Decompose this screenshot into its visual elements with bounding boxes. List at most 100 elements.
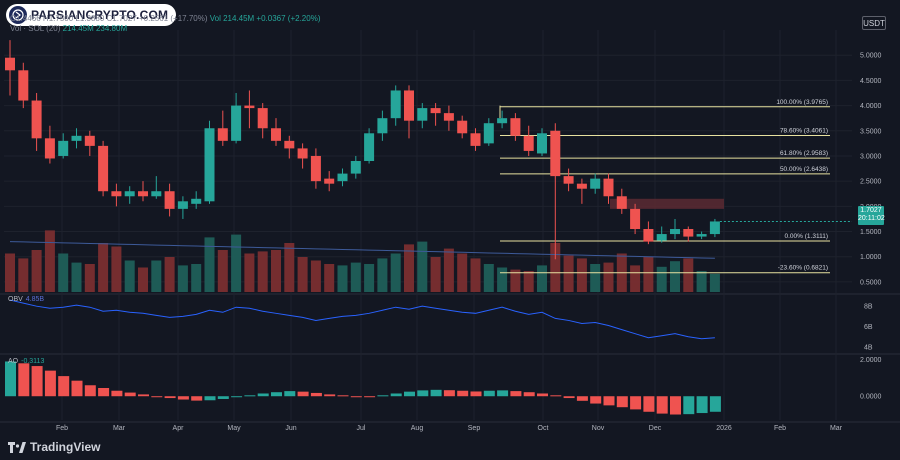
ohlc-values: O1.4466 H1.7500 L1.3880 C1.7027 +0.2561 …	[10, 14, 208, 23]
ao-histogram-bar	[563, 396, 575, 399]
volume-bar	[284, 243, 295, 292]
candle-body	[151, 191, 162, 197]
price-axis-label: 3.0000	[860, 153, 882, 160]
candle-body	[84, 135, 95, 146]
obv-axis-label: 4B	[864, 344, 873, 351]
volume-bar	[98, 243, 109, 292]
candle-body	[204, 128, 215, 202]
candle-body	[510, 118, 521, 136]
volume-bar	[18, 258, 29, 292]
ao-histogram-bar	[656, 396, 668, 414]
ao-histogram-bar	[497, 390, 509, 397]
candle	[138, 181, 148, 202]
tradingview-text: TradingView	[30, 440, 101, 454]
candle	[643, 221, 654, 245]
ao-histogram-bar	[284, 391, 296, 397]
candle	[443, 105, 454, 131]
candle-body	[709, 221, 720, 235]
time-axis-label: Jun	[285, 425, 296, 432]
price-axis-label: 2.5000	[860, 179, 882, 186]
candle-body	[470, 133, 481, 146]
ao-histogram-bar	[191, 396, 203, 401]
time-axis-label: Dec	[649, 425, 662, 432]
ao-histogram-bar	[550, 395, 562, 397]
ao-histogram-bar	[670, 396, 681, 415]
candle-body	[364, 133, 375, 161]
volume-bar	[377, 258, 388, 292]
obv-label: OBV	[8, 296, 23, 303]
ao-histogram-bar	[364, 396, 376, 398]
volume-bar	[470, 258, 481, 292]
price-axis-label: 1.0000	[860, 254, 882, 261]
volume-bar	[550, 243, 561, 292]
volume-bar	[656, 266, 667, 292]
fib-level-label: 0.00% (1.3111)	[785, 233, 828, 240]
candle-body	[350, 161, 361, 174]
candle-body	[603, 178, 614, 197]
volume-bar	[364, 264, 375, 292]
fib-level-label: 50.00% (2.6438)	[780, 166, 828, 173]
ao-histogram-bar	[576, 396, 588, 401]
candle-body	[670, 229, 680, 235]
candle-body	[590, 178, 601, 189]
time-axis-label: Sep	[468, 425, 481, 432]
obv-line	[9, 299, 715, 340]
volume-sub-label: Vol · SOL (20)	[10, 24, 61, 33]
candle-body	[576, 183, 587, 189]
candle	[417, 103, 428, 129]
volume-bar	[5, 253, 15, 292]
candle-body	[71, 135, 82, 141]
ohlc-header: O1.4466 H1.7500 L1.3880 C1.7027 +0.2561 …	[10, 14, 320, 23]
candle-body	[217, 128, 228, 141]
ao-histogram-bar	[111, 390, 123, 397]
candle-body	[297, 148, 308, 159]
candle	[284, 135, 295, 159]
ao-histogram-bar	[257, 393, 269, 397]
volume-bar	[84, 264, 95, 292]
volume-bar	[177, 265, 188, 292]
ao-histogram-bar	[324, 394, 336, 397]
ao-histogram-bar	[523, 392, 535, 397]
volume-ma-line	[9, 241, 715, 259]
volume-bar	[231, 234, 242, 292]
ao-histogram-bar	[244, 395, 256, 397]
candle	[470, 128, 481, 151]
volume-bar	[350, 262, 361, 292]
tradingview-logo-icon	[8, 441, 26, 453]
obv-pane-label: OBV 4.85B	[8, 296, 44, 303]
ao-histogram-bar	[483, 390, 495, 397]
volume-bar	[31, 250, 42, 292]
candle-body	[58, 140, 69, 156]
volume-bar	[537, 265, 547, 292]
candle	[98, 140, 109, 197]
ao-histogram-bar	[231, 396, 243, 398]
ao-histogram-bar	[377, 395, 389, 397]
candle-body	[430, 108, 441, 114]
candle-body	[377, 118, 388, 134]
candle-body	[177, 201, 188, 209]
candle-body	[497, 118, 508, 124]
candle-body	[390, 90, 401, 119]
candle-body	[337, 173, 348, 182]
candle-body	[404, 90, 414, 121]
candle	[537, 128, 547, 156]
time-axis-label: Oct	[538, 425, 549, 432]
ao-pane-label: AO -0.3113	[8, 358, 44, 365]
volume-bar	[417, 241, 428, 292]
volume-bar	[563, 255, 574, 292]
time-axis-label: Mar	[113, 425, 126, 432]
ao-histogram-bar	[58, 376, 70, 397]
volume-bar	[324, 264, 335, 292]
logo-text: PARSIANCRYPTO.COM	[31, 8, 169, 22]
time-axis-label: Jul	[357, 425, 366, 432]
current-price: 1.7027	[860, 207, 882, 214]
currency-button[interactable]: USDT	[862, 16, 886, 30]
price-axis-label: 4.5000	[860, 78, 882, 85]
candle-body	[18, 70, 29, 101]
candle-body	[656, 234, 667, 241]
volume-bar	[497, 267, 508, 292]
candle-body	[98, 145, 109, 192]
time-axis-label: Mar	[830, 425, 843, 432]
ao-histogram-bar	[151, 396, 163, 398]
